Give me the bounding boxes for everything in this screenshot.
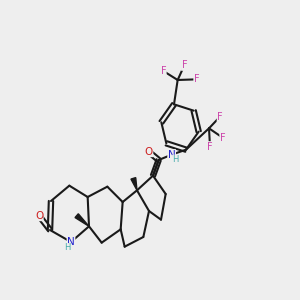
Polygon shape	[131, 178, 137, 190]
Text: F: F	[182, 60, 187, 70]
Text: F: F	[217, 112, 223, 122]
Text: O: O	[145, 147, 153, 157]
Text: N: N	[67, 237, 75, 247]
Text: H: H	[64, 244, 70, 253]
Polygon shape	[75, 214, 89, 226]
Text: N: N	[168, 150, 176, 160]
Text: H: H	[172, 155, 179, 164]
Text: F: F	[160, 66, 166, 76]
Text: F: F	[194, 74, 200, 84]
Text: F: F	[220, 133, 226, 143]
Text: F: F	[207, 142, 213, 152]
Text: O: O	[35, 211, 43, 221]
